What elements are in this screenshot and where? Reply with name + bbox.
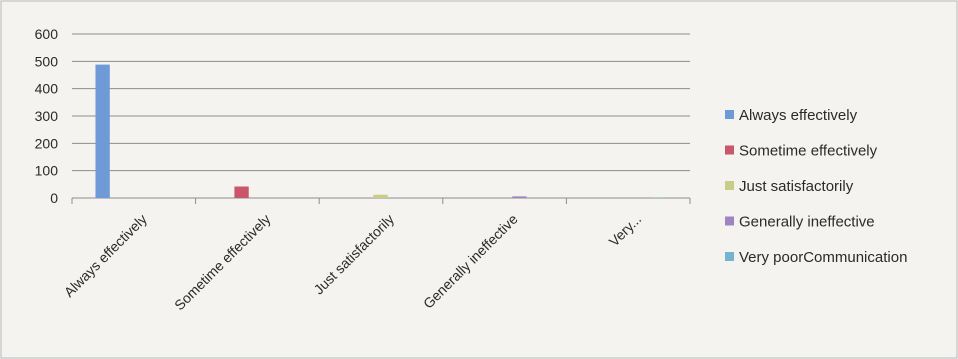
y-tick-label: 100 — [35, 163, 59, 179]
y-tick-label: 400 — [35, 81, 59, 97]
y-tick-label: 500 — [35, 53, 59, 69]
y-axis: 0 100 200 300 400 500 600 — [35, 26, 59, 206]
bar — [373, 194, 388, 198]
y-tick-label: 200 — [35, 135, 59, 151]
bar — [651, 197, 666, 198]
legend-label: Always effectively — [739, 107, 858, 124]
bar — [234, 186, 249, 198]
gridlines — [72, 33, 690, 199]
legend-label: Just satisfactorily — [739, 178, 854, 195]
bar — [95, 64, 110, 198]
y-tick-label: 600 — [35, 26, 59, 42]
x-axis: Always effectively Sometime effectively Ju… — [61, 197, 691, 313]
legend-swatch — [725, 110, 734, 119]
bars — [95, 64, 666, 198]
x-tick-label: Always effectively — [61, 211, 150, 300]
x-tick-label: Generally ineffective — [420, 211, 521, 312]
x-tick-label: Very... — [606, 211, 645, 250]
x-tick-label: Sometime effectively — [171, 211, 273, 313]
y-tick-label: 300 — [35, 108, 59, 124]
legend-swatch — [725, 216, 734, 226]
legend-label: Generally ineffective — [739, 214, 875, 231]
legend-swatch — [725, 145, 734, 155]
legend: Always effectively Sometime effectively Ju… — [725, 107, 907, 266]
legend-swatch — [725, 181, 734, 190]
legend-swatch — [725, 252, 734, 261]
x-tick-label: Just satisfactorily — [310, 211, 397, 298]
legend-label: Sometime effectively — [739, 143, 878, 160]
y-tick-label: 0 — [50, 190, 58, 206]
bar — [512, 196, 527, 198]
legend-label: Very poorCommunication — [739, 249, 907, 266]
